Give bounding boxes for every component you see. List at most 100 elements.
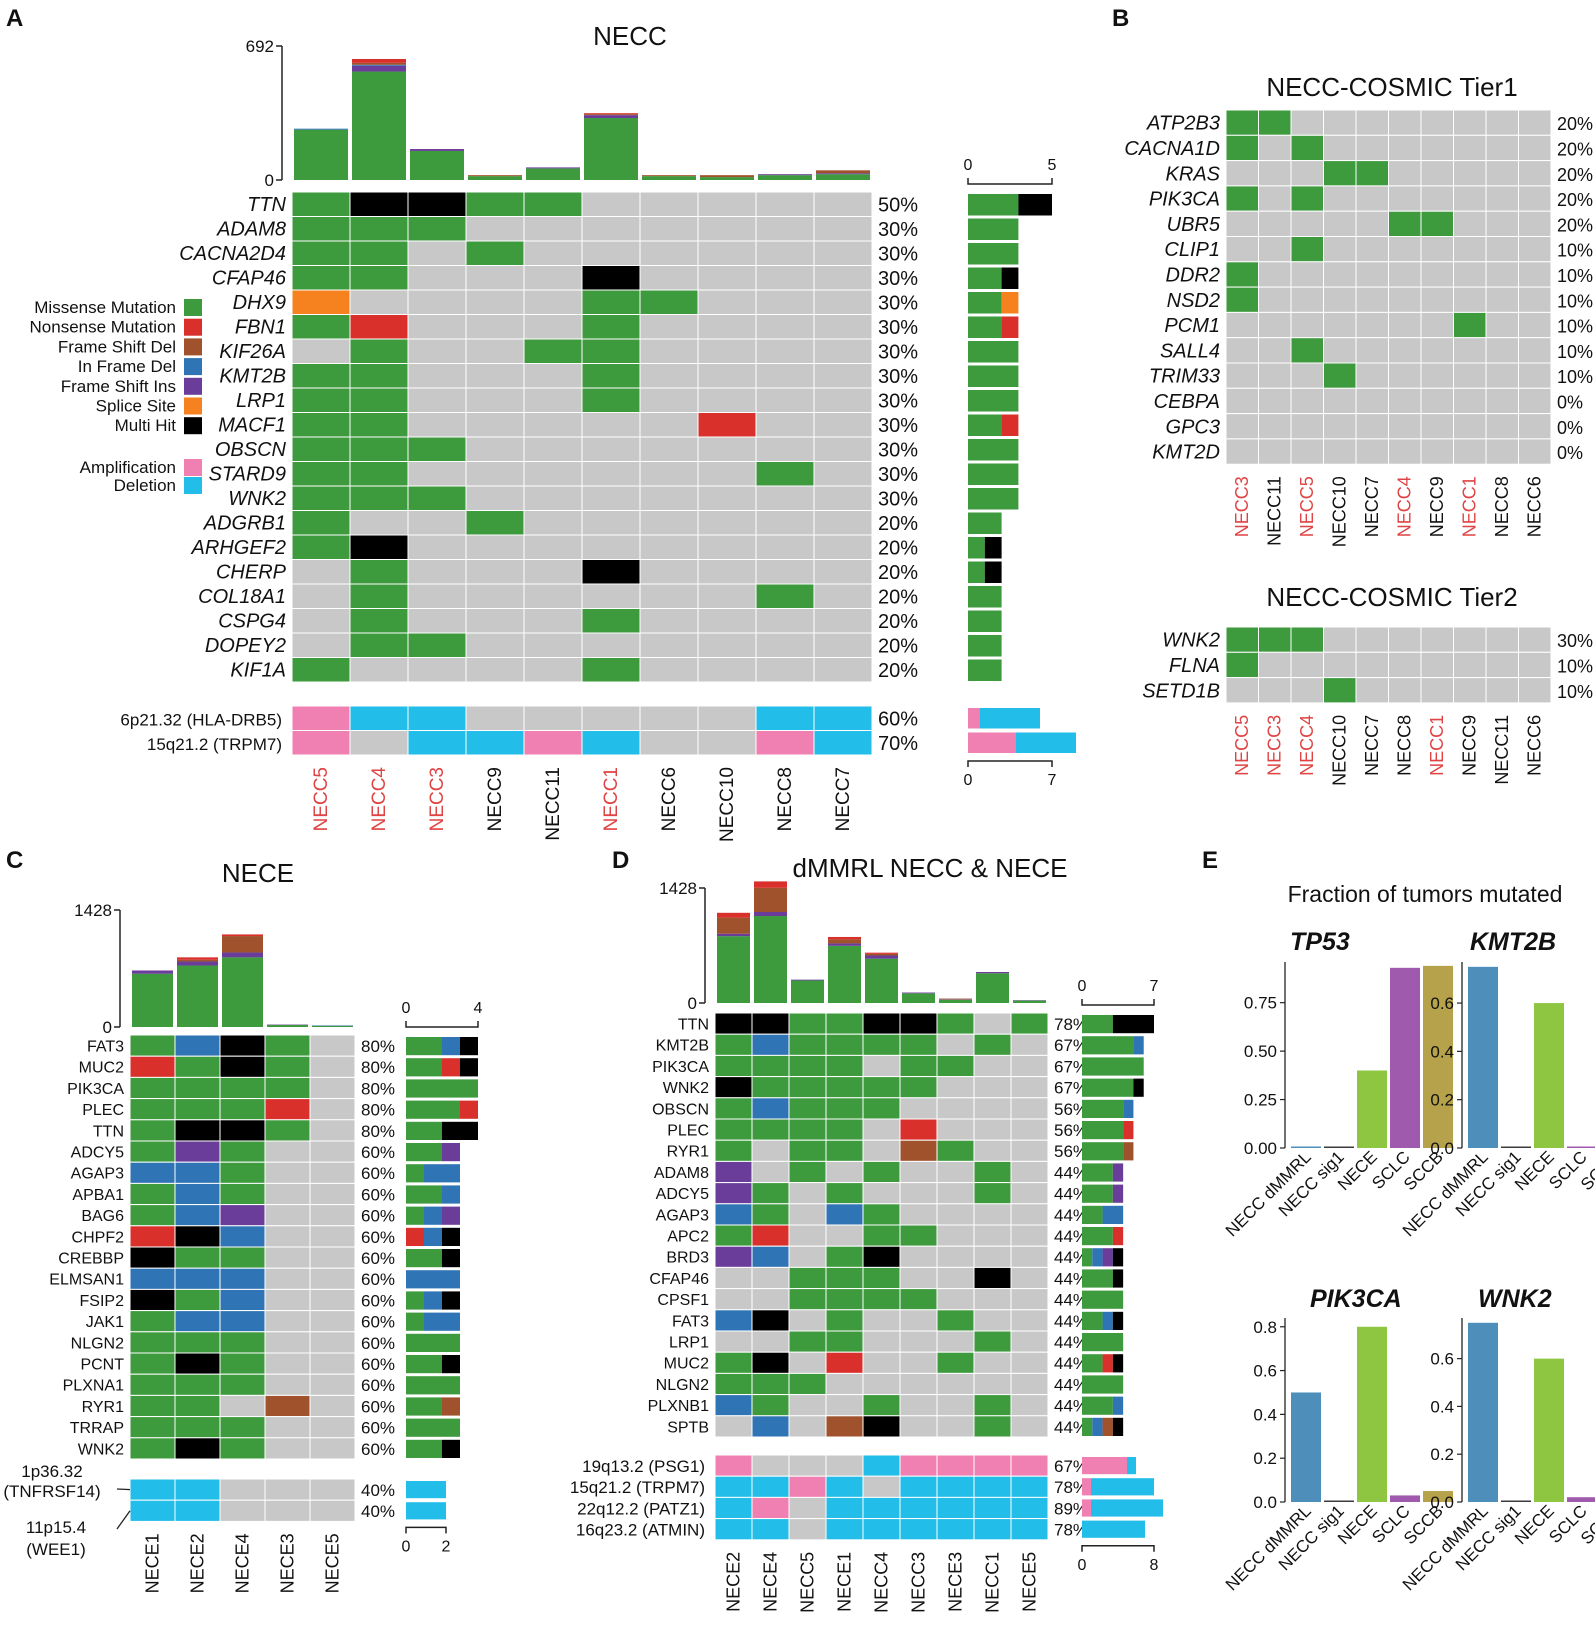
y-tick-label: 0.0	[1430, 1139, 1454, 1158]
y-tick-label: 0.4	[1430, 1042, 1454, 1061]
onco-cell	[349, 583, 409, 609]
onco-cell	[264, 1140, 311, 1163]
onco-cell	[751, 1394, 790, 1417]
subchart-title: KMT2B	[1470, 928, 1556, 956]
cnv-cell	[755, 730, 815, 756]
onco-cell	[862, 1394, 901, 1417]
tmb-bar	[177, 965, 218, 1027]
onco-cell	[1323, 387, 1357, 415]
onco-cell	[264, 1331, 311, 1354]
onco-cell	[581, 265, 641, 291]
cnv-cell	[899, 1518, 938, 1541]
onco-cell	[1420, 160, 1454, 187]
cnv-cell	[714, 1454, 753, 1477]
onco-cell	[1453, 160, 1487, 187]
sample-label: NECC8	[1492, 476, 1512, 537]
cnv-pct-label: 40%	[361, 1502, 395, 1521]
side-bar	[1112, 1354, 1124, 1373]
sample-label: NECC11	[543, 767, 564, 841]
onco-cell	[973, 1415, 1012, 1438]
onco-cell	[1290, 626, 1324, 653]
sample-label: NECE3	[278, 1533, 298, 1593]
pct-label: 60%	[361, 1249, 395, 1268]
onco-cell	[788, 1160, 827, 1184]
onco-cell	[862, 1076, 901, 1099]
pct-label: 60%	[361, 1397, 395, 1416]
onco-cell	[264, 1034, 311, 1057]
onco-cell	[1388, 210, 1422, 237]
onco-cell	[825, 1266, 864, 1290]
onco-cell	[174, 1225, 221, 1248]
legend-label: Multi Hit	[115, 416, 177, 435]
side-bar	[1082, 1142, 1124, 1161]
onco-cell	[291, 534, 351, 560]
onco-cell	[755, 657, 815, 683]
y-tick-label: 0.50	[1244, 1042, 1277, 1061]
side-bar	[1082, 1057, 1144, 1076]
onco-cell	[465, 485, 525, 511]
onco-cell	[825, 1139, 864, 1162]
side-bar	[1082, 1375, 1124, 1394]
pct-label: 80%	[361, 1037, 395, 1056]
gene-label: NSD2	[1167, 290, 1220, 312]
side-bar	[1082, 1036, 1134, 1055]
onco-cell	[1225, 286, 1259, 313]
onco-cell	[936, 1245, 975, 1268]
cnv-cell	[407, 705, 467, 731]
onco-cell	[1258, 185, 1292, 212]
side-bar	[1112, 1015, 1154, 1034]
onco-cell	[174, 1352, 221, 1375]
pct-label: 20%	[1557, 140, 1593, 160]
onco-cell	[523, 216, 583, 242]
pct-label: 44%	[1054, 1269, 1088, 1288]
onco-cell	[788, 1309, 827, 1332]
onco-cell	[1420, 311, 1454, 339]
onco-cell	[973, 1160, 1012, 1184]
onco-cell	[581, 559, 641, 585]
onco-cell	[1518, 311, 1552, 339]
side-bar	[1082, 1269, 1113, 1288]
cnv-side-bar	[1016, 732, 1076, 753]
onco-cell	[788, 1330, 827, 1353]
side-bar	[1112, 1163, 1124, 1182]
onco-cell	[349, 387, 409, 413]
onco-cell	[1225, 210, 1259, 237]
onco-cell	[825, 1394, 864, 1417]
onco-cell	[788, 1394, 827, 1417]
cnv-cell	[936, 1518, 975, 1541]
side-bar	[406, 1164, 424, 1183]
side-bar	[1133, 1036, 1144, 1055]
onco-cell	[291, 608, 351, 634]
cnv-cell	[1010, 1518, 1049, 1541]
cnv-cell	[899, 1454, 938, 1477]
tmb-bar	[222, 957, 263, 1027]
sample-label: NECC5	[311, 767, 332, 831]
onco-cell	[1355, 438, 1389, 465]
sample-label: NECC8	[775, 767, 796, 831]
onco-cell	[309, 1182, 356, 1206]
onco-cell	[1420, 387, 1454, 415]
onco-cell	[309, 1267, 356, 1290]
legend-swatch	[184, 417, 202, 435]
gene-label: PLXNB1	[648, 1398, 709, 1415]
y-tick-label: 0.00	[1244, 1139, 1277, 1158]
onco-cell	[697, 485, 757, 511]
onco-cell	[1420, 651, 1454, 679]
onco-cell	[1355, 210, 1389, 237]
onco-cell	[639, 240, 699, 266]
onco-cell	[1453, 362, 1487, 389]
sample-label: NECE5	[1020, 1552, 1040, 1612]
side-tick: 0	[964, 157, 973, 174]
cnv-cell	[751, 1496, 790, 1520]
onco-cell	[219, 1204, 266, 1227]
pct-label: 50%	[878, 195, 918, 217]
onco-cell	[1225, 185, 1259, 212]
onco-cell	[349, 436, 409, 462]
side-bar	[442, 1206, 460, 1225]
tmb-bar	[352, 65, 406, 72]
side-bar	[968, 561, 985, 583]
tmb-bar	[754, 911, 787, 917]
side-bar	[968, 341, 1019, 363]
onco-cell	[1290, 134, 1324, 162]
onco-cell	[862, 1097, 901, 1120]
